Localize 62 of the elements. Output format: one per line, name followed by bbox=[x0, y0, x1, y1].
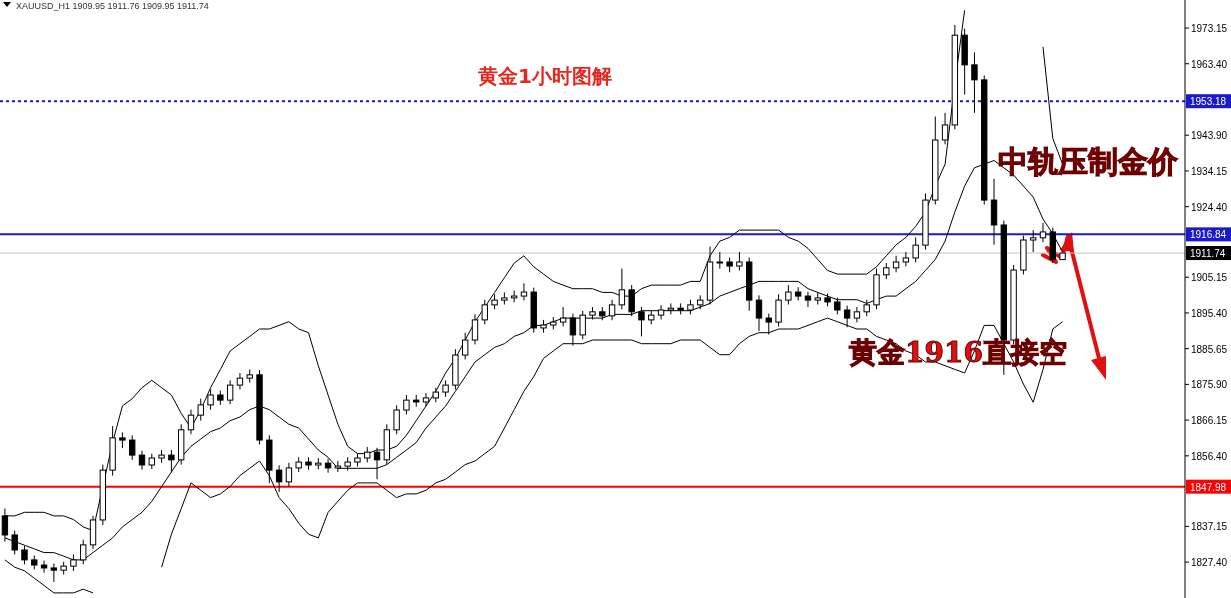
text: 黄金1小时图解 bbox=[477, 64, 612, 88]
candlestick bbox=[785, 284, 792, 305]
y-tick-label: 1837.15 bbox=[1191, 521, 1228, 533]
candlestick bbox=[197, 398, 204, 422]
candlestick bbox=[618, 268, 626, 310]
y-tick-label: 1963.40 bbox=[1191, 58, 1228, 70]
candlestick bbox=[236, 372, 244, 391]
y-tick-label: 1934.15 bbox=[1191, 165, 1228, 177]
candlestick bbox=[559, 306, 567, 327]
annotation: 中轨压制金价 bbox=[998, 144, 1179, 179]
candlestick bbox=[579, 310, 586, 340]
candlestick bbox=[393, 404, 400, 435]
candlestick bbox=[481, 299, 488, 325]
candlestick bbox=[129, 434, 136, 461]
candlestick bbox=[628, 284, 635, 317]
candlestick bbox=[285, 462, 293, 488]
candlestick bbox=[471, 313, 479, 345]
y-tick-label: 1827.40 bbox=[1191, 557, 1228, 569]
candlestick bbox=[461, 332, 469, 360]
candlestick bbox=[608, 299, 616, 321]
candlestick bbox=[138, 450, 146, 471]
y-tick-label: 1905.15 bbox=[1191, 272, 1228, 284]
candlestick bbox=[324, 458, 332, 474]
candlestick bbox=[187, 409, 195, 435]
candlestick bbox=[226, 379, 234, 405]
candlestick bbox=[334, 460, 342, 473]
ref-line-label: 1916.84 bbox=[1190, 229, 1227, 241]
candlestick bbox=[775, 293, 782, 327]
ref-line-label: 1953.18 bbox=[1190, 96, 1227, 108]
candlestick bbox=[373, 447, 381, 480]
candlestick bbox=[912, 236, 919, 263]
y-tick-label: 1885.65 bbox=[1191, 343, 1228, 355]
candlestick bbox=[804, 291, 812, 308]
candlestick bbox=[11, 530, 18, 555]
candlestick bbox=[657, 304, 665, 321]
y-tick-label: 1875.90 bbox=[1191, 379, 1228, 391]
candlestick bbox=[50, 563, 58, 583]
candlestick bbox=[403, 394, 410, 415]
y-tick-label: 1856.40 bbox=[1191, 450, 1228, 462]
y-tick-label: 1866.15 bbox=[1191, 415, 1228, 427]
candlestick bbox=[1039, 222, 1047, 243]
y-tick-label: 1973.15 bbox=[1191, 23, 1228, 35]
y-tick-label: 1943.90 bbox=[1191, 130, 1228, 142]
candlestick bbox=[275, 464, 283, 493]
candlestick bbox=[736, 251, 743, 271]
candlestick bbox=[971, 51, 978, 114]
ref-line-label: 1847.98 bbox=[1190, 481, 1227, 493]
y-tick-label: 1895.40 bbox=[1191, 307, 1228, 319]
candlestick bbox=[941, 112, 949, 145]
ref-line-label: 1911.74 bbox=[1190, 248, 1226, 260]
candlestick bbox=[520, 282, 528, 301]
candlestick bbox=[902, 251, 910, 267]
candlestick bbox=[853, 306, 861, 323]
candlestick bbox=[168, 449, 175, 473]
candlestick bbox=[638, 306, 645, 337]
candlestick bbox=[892, 255, 900, 273]
candlestick bbox=[40, 560, 48, 574]
candlestick bbox=[1030, 229, 1037, 253]
y-tick-label: 1924.40 bbox=[1191, 201, 1228, 213]
chart-subtitle: XAUUSD_H1 1909.95 1911.76 1909.95 1911.74 bbox=[16, 1, 209, 11]
candlestick bbox=[207, 389, 214, 411]
candlestick bbox=[422, 392, 430, 407]
